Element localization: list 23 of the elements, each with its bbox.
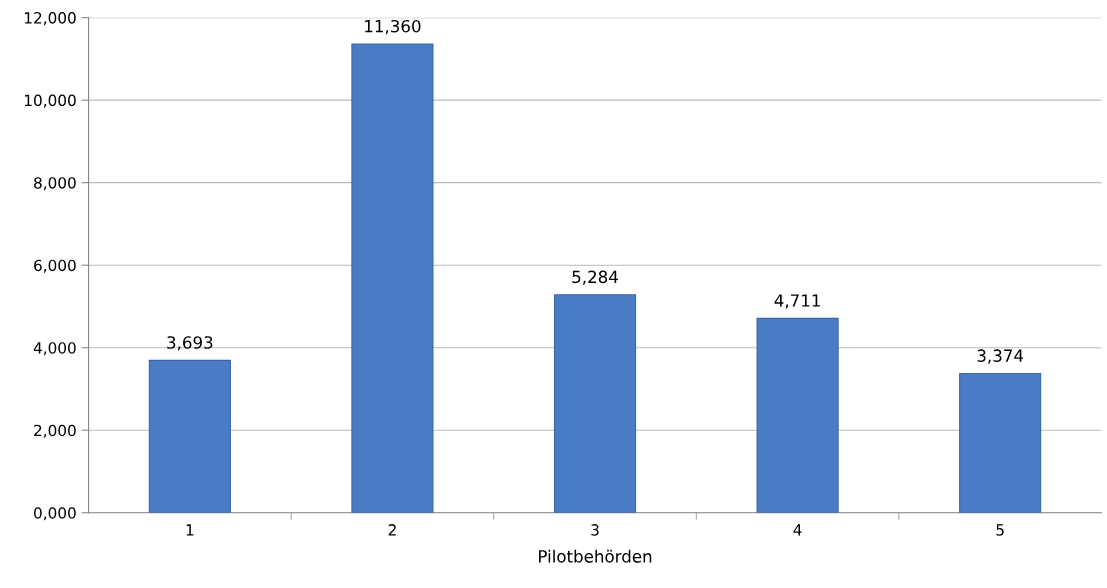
bar (148, 359, 231, 513)
y-tick-label: 4,000 (33, 342, 76, 356)
bar (351, 43, 434, 513)
data-label: 4,711 (774, 294, 820, 309)
x-tick-label: 5 (996, 524, 1004, 536)
bar (553, 294, 637, 513)
bar (756, 317, 839, 513)
bar (959, 372, 1042, 513)
x-axis-title: Pilotbehörden (539, 549, 652, 563)
x-tick-label: 4 (793, 524, 802, 536)
y-tick-label: 8,000 (34, 177, 76, 191)
x-tick-label: 3 (591, 524, 599, 536)
data-label: 3,374 (977, 349, 1024, 364)
y-tick-label: 0,000 (34, 507, 76, 521)
data-label: 3,693 (167, 336, 213, 351)
x-tick-label: 2 (388, 524, 396, 536)
y-tick-label: 12,000 (24, 12, 76, 26)
y-tick-label: 2,000 (34, 424, 76, 438)
y-tick-label: 10,000 (24, 94, 76, 108)
data-label: 5,284 (572, 270, 618, 285)
data-label: 11,360 (365, 19, 421, 35)
y-tick-label: 6,000 (34, 259, 76, 273)
x-tick-label: 1 (186, 524, 194, 536)
